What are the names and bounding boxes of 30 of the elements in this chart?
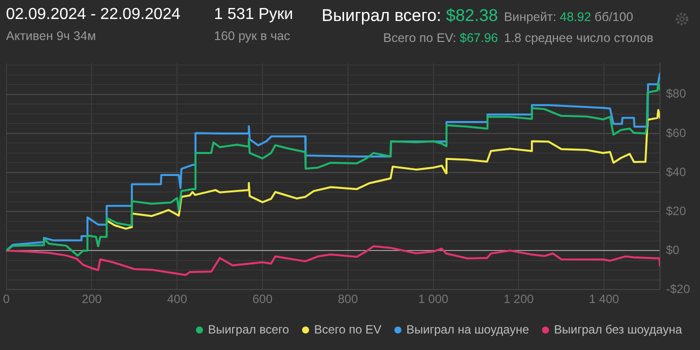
y-tick-label: $20 bbox=[666, 204, 686, 218]
legend-label: Выиграл без шоудауна bbox=[554, 322, 682, 336]
y-tick-label: $40 bbox=[666, 164, 686, 179]
x-tick-label: 400 bbox=[167, 292, 188, 306]
x-tick-label: 1 000 bbox=[418, 292, 449, 306]
legend-label: Всего по EV bbox=[314, 322, 382, 336]
text: 48.92 bbox=[558, 10, 592, 24]
x-tick-label: 200 bbox=[82, 292, 102, 306]
x-tick-label: 1 200 bbox=[504, 292, 534, 306]
text: 160 рук в час bbox=[214, 29, 290, 43]
chart-title: 02.09.2024 - 22.09.2024 bbox=[6, 6, 180, 24]
text: 1 531 Руки bbox=[214, 6, 294, 24]
y-tick-label: $0 bbox=[666, 242, 680, 257]
text: $82.38 bbox=[444, 6, 498, 25]
x-tick-label: 1 400 bbox=[589, 292, 620, 306]
x-tick-label: 0 bbox=[2, 292, 10, 306]
x-tick-label: 800 bbox=[338, 292, 358, 306]
text: 1.8 среднее число столов bbox=[504, 31, 654, 45]
legend-label: Выиграл всего bbox=[208, 322, 290, 336]
text: Всего по EV: bbox=[383, 31, 456, 45]
x-tick-label: 600 bbox=[252, 292, 273, 306]
text: $67.96 bbox=[458, 31, 498, 45]
text: Винрейт: bbox=[504, 10, 556, 24]
y-tick-label: -$20 bbox=[666, 282, 690, 296]
y-tick-label: $80 bbox=[666, 86, 686, 101]
y-tick-label: $60 bbox=[666, 126, 686, 140]
text: бб/100 bbox=[594, 10, 634, 24]
chart-subtitle: Активен 9ч 34м bbox=[6, 29, 96, 43]
legend-label: Выиграл на шоудауне bbox=[406, 322, 530, 336]
text: Выиграл всего: bbox=[322, 6, 442, 25]
